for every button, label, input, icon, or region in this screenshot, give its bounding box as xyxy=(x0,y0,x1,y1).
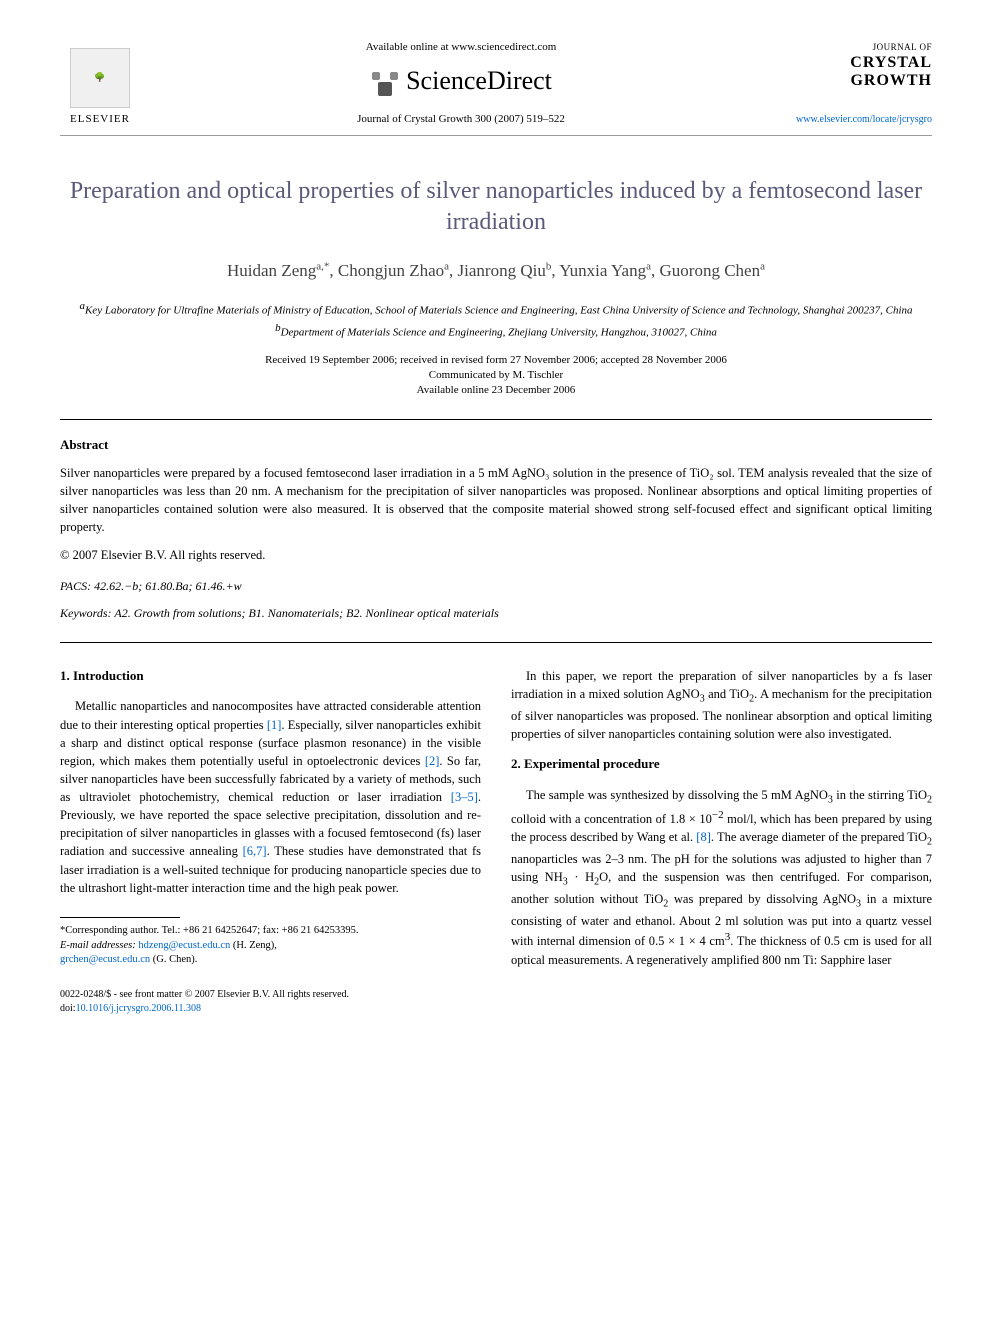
journal-reference: Journal of Crystal Growth 300 (2007) 519… xyxy=(140,112,782,127)
publisher-name: ELSEVIER xyxy=(60,112,140,127)
experimental-paragraph-1: The sample was synthesized by dissolving… xyxy=(511,786,932,969)
author-list: Huidan Zenga,*, Chongjun Zhaoa, Jianrong… xyxy=(60,259,932,283)
copyright-line: © 2007 Elsevier B.V. All rights reserved… xyxy=(60,547,932,565)
author: Huidan Zeng xyxy=(227,261,316,280)
author-mark: a,* xyxy=(316,260,329,272)
header-right: JOURNAL OF CRYSTAL GROWTH www.elsevier.c… xyxy=(782,41,932,127)
author: Yunxia Yang xyxy=(559,261,646,280)
affiliations: aKey Laboratory for Ultrafine Materials … xyxy=(60,298,932,340)
corresponding-info: *Corresponding author. Tel.: +86 21 6425… xyxy=(60,924,481,939)
bottom-metadata: 0022-0248/$ - see front matter © 2007 El… xyxy=(60,988,481,1017)
section-heading-intro: 1. Introduction xyxy=(60,667,481,686)
left-column: 1. Introduction Metallic nanoparticles a… xyxy=(60,667,481,1017)
header: 🌳 ELSEVIER Available online at www.scien… xyxy=(60,40,932,136)
author-mark: b xyxy=(546,260,552,272)
email-link[interactable]: grchen@ecust.edu.cn xyxy=(60,954,150,965)
online-date: Available online 23 December 2006 xyxy=(60,383,932,398)
received-date: Received 19 September 2006; received in … xyxy=(60,353,932,368)
communicated-by: Communicated by M. Tischler xyxy=(60,368,932,383)
abstract-heading: Abstract xyxy=(60,436,932,454)
doi-label: doi: xyxy=(60,1003,76,1014)
author: Jianrong Qiu xyxy=(458,261,546,280)
divider xyxy=(60,419,932,420)
issn-line: 0022-0248/$ - see front matter © 2007 El… xyxy=(60,988,481,1003)
email-label: E-mail addresses: xyxy=(60,940,136,951)
sciencedirect-logo: ScienceDirect xyxy=(140,63,782,99)
pacs: PACS: 42.62.−b; 61.80.Ba; 61.46.+w xyxy=(60,578,932,595)
article-dates: Received 19 September 2006; received in … xyxy=(60,353,932,399)
body-columns: 1. Introduction Metallic nanoparticles a… xyxy=(60,667,932,1017)
citation-link[interactable]: [2] xyxy=(425,754,440,768)
journal-label: JOURNAL OF xyxy=(782,41,932,54)
citation-link[interactable]: [1] xyxy=(267,718,282,732)
available-online-text: Available online at www.sciencedirect.co… xyxy=(140,40,782,55)
author-mark: a xyxy=(444,260,449,272)
right-column: In this paper, we report the preparation… xyxy=(511,667,932,1017)
publisher-logo: 🌳 ELSEVIER xyxy=(60,48,140,127)
header-center: Available online at www.sciencedirect.co… xyxy=(140,40,782,127)
citation-link[interactable]: [8] xyxy=(696,830,711,844)
author-mark: a xyxy=(760,260,765,272)
affiliation-b: Department of Materials Science and Engi… xyxy=(281,326,717,338)
email-name: (H. Zeng), xyxy=(233,940,277,951)
pacs-value: 42.62.−b; 61.80.Ba; 61.46.+w xyxy=(94,579,242,593)
abstract-text: Silver nanoparticles were prepared by a … xyxy=(60,464,932,537)
citation-link[interactable]: [3–5] xyxy=(451,790,478,804)
email-name: (G. Chen). xyxy=(153,954,198,965)
intro-paragraph-2: In this paper, we report the preparation… xyxy=(511,667,932,743)
sciencedirect-icon xyxy=(370,70,400,96)
sciencedirect-text: ScienceDirect xyxy=(406,66,552,95)
journal-url[interactable]: www.elsevier.com/locate/jcrysgro xyxy=(782,113,932,127)
corresponding-author-footnote: *Corresponding author. Tel.: +86 21 6425… xyxy=(60,924,481,968)
author: Chongjun Zhao xyxy=(338,261,444,280)
footnote-separator xyxy=(60,917,180,918)
pacs-label: PACS: xyxy=(60,579,91,593)
author-mark: a xyxy=(646,260,651,272)
journal-name-line1: CRYSTAL xyxy=(782,54,932,72)
section-heading-experimental: 2. Experimental procedure xyxy=(511,755,932,774)
divider xyxy=(60,642,932,643)
citation-link[interactable]: [6,7] xyxy=(243,844,267,858)
article-title: Preparation and optical properties of si… xyxy=(60,176,932,238)
keywords: Keywords: A2. Growth from solutions; B1.… xyxy=(60,605,932,622)
intro-paragraph-1: Metallic nanoparticles and nanocomposite… xyxy=(60,697,481,896)
email-link[interactable]: hdzeng@ecust.edu.cn xyxy=(138,940,230,951)
keywords-label: Keywords: xyxy=(60,606,112,620)
doi-link[interactable]: 10.1016/j.jcrysgro.2006.11.308 xyxy=(76,1003,201,1014)
keywords-value: A2. Growth from solutions; B1. Nanomater… xyxy=(114,606,498,620)
elsevier-tree-icon: 🌳 xyxy=(70,48,130,108)
author: Guorong Chen xyxy=(660,261,761,280)
affiliation-a: Key Laboratory for Ultrafine Materials o… xyxy=(85,305,913,317)
journal-name-line2: GROWTH xyxy=(782,72,932,90)
